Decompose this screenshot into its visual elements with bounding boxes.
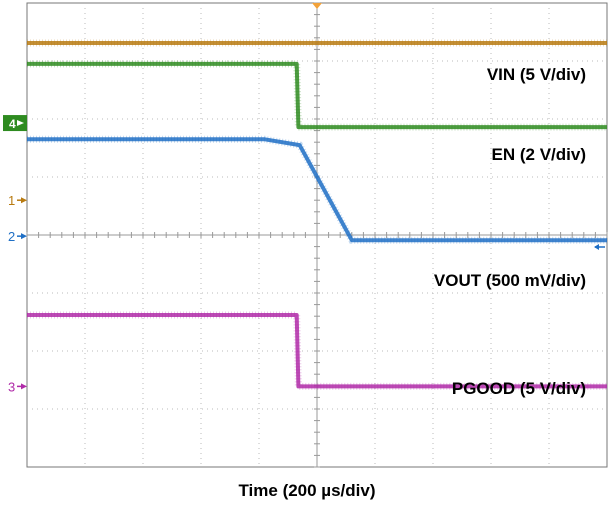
channel-marker-box [3,115,27,132]
traces [27,39,607,390]
trigger-level-arrow-icon [594,244,599,250]
trace-noise [27,135,607,244]
channel-marker-arrow [17,120,24,127]
trace-label: PGOOD (5 V/div) [452,379,586,398]
trace-en [27,61,607,130]
trace-labels: VIN (5 V/div) EN (2 V/div) VOUT (500 mV/di… [434,65,586,398]
trace-vout [27,137,607,243]
trace-pgood [27,313,607,389]
trace-label: VOUT (500 mV/div) [434,271,586,290]
x-axis-label: Time (200 µs/div) [238,481,376,500]
channel-markers: 4 1 2 3 [3,115,27,394]
trigger-position-icon [312,3,322,9]
channel-marker-arrow [21,233,27,240]
channel-marker-label: 4 [9,117,16,131]
channel-marker-label: 2 [8,229,15,244]
trace-noise [27,311,607,390]
channel-marker-arrow [21,383,27,390]
channel-marker-label: 1 [8,193,15,208]
channel-marker-arrow [21,197,27,204]
channel-marker-label: 3 [8,379,15,394]
trace-label: EN (2 V/div) [492,145,586,164]
scope-indicators [312,3,605,250]
trace-label: VIN (5 V/div) [487,65,586,84]
